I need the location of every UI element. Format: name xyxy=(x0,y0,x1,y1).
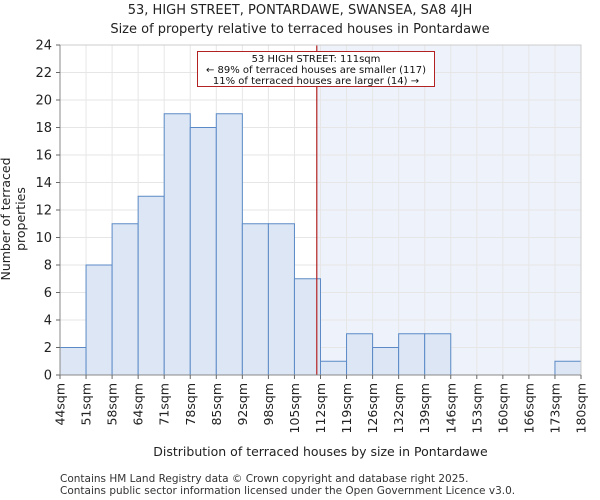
bar-44sqm xyxy=(59,347,87,376)
bar-64sqm xyxy=(137,195,165,376)
x-tick-label: 85sqm xyxy=(209,383,224,426)
annotation-line-2: ← 89% of terraced houses are smaller (11… xyxy=(205,65,427,76)
x-axis-label: Distribution of terraced houses by size … xyxy=(153,444,488,459)
chart-title: 53, HIGH STREET, PONTARDAWE, SWANSEA, SA… xyxy=(127,3,473,18)
x-tick-label: 146sqm xyxy=(443,383,458,433)
x-tick-label: 166sqm xyxy=(521,383,536,433)
bar-78sqm xyxy=(189,127,217,376)
bar-112sqm xyxy=(320,360,348,376)
y-tick-label: 18 xyxy=(35,121,52,136)
x-tick-label: 64sqm xyxy=(131,383,146,426)
y-tick-label: 14 xyxy=(35,176,52,191)
bar-85sqm xyxy=(215,113,243,376)
x-tick-label: 51sqm xyxy=(79,383,94,426)
y-tick-label: 24 xyxy=(35,39,52,54)
y-tick-label: 12 xyxy=(35,204,52,219)
annotation-line-3: 11% of terraced houses are larger (14) → xyxy=(212,76,420,87)
y-tick-label: 0 xyxy=(44,369,52,384)
annotation-line-1: 53 HIGH STREET: 111sqm xyxy=(251,54,381,65)
y-tick-label: 22 xyxy=(35,66,52,81)
x-tick-label: 58sqm xyxy=(105,383,120,426)
bar-51sqm xyxy=(85,264,113,376)
bar-139sqm xyxy=(424,333,452,376)
property-annotation: 53 HIGH STREET: 111sqm ← 89% of terraced… xyxy=(197,51,435,87)
bar-132sqm xyxy=(398,333,426,376)
y-axis-label: Number of terraced properties xyxy=(0,157,28,281)
x-tick-label: 126sqm xyxy=(365,383,380,433)
y-tick-label: 4 xyxy=(44,314,52,329)
x-tick-label: 173sqm xyxy=(547,383,562,433)
bar-71sqm xyxy=(163,113,191,376)
chart-subtitle: Size of property relative to terraced ho… xyxy=(110,22,490,37)
bar-92sqm xyxy=(241,223,269,376)
x-tick-label: 44sqm xyxy=(53,383,68,426)
footer-copyright: Contains HM Land Registry data © Crown c… xyxy=(60,473,469,485)
bar-98sqm xyxy=(267,223,295,376)
x-tick-label: 139sqm xyxy=(417,383,432,433)
x-tick-label: 180sqm xyxy=(574,383,589,433)
bar-173sqm xyxy=(554,360,582,376)
y-tick-label: 20 xyxy=(35,94,52,109)
bar-126sqm xyxy=(372,347,400,376)
footer-licence: Contains public sector information licen… xyxy=(60,485,516,497)
x-tick-label: 78sqm xyxy=(183,383,198,426)
x-tick-label: 132sqm xyxy=(391,383,406,433)
x-tick-label: 112sqm xyxy=(313,383,328,433)
bar-58sqm xyxy=(111,223,139,376)
y-tick-label: 6 xyxy=(44,286,52,301)
x-tick-label: 153sqm xyxy=(469,383,484,433)
x-tick-label: 105sqm xyxy=(287,383,302,433)
y-tick-label: 2 xyxy=(44,341,52,356)
y-tick-label: 8 xyxy=(44,259,52,274)
x-tick-label: 119sqm xyxy=(339,383,354,433)
bar-119sqm xyxy=(346,333,374,376)
y-tick-label: 10 xyxy=(35,231,52,246)
x-tick-label: 92sqm xyxy=(235,383,250,426)
x-tick-label: 71sqm xyxy=(157,383,172,426)
x-tick-label: 160sqm xyxy=(495,383,510,433)
x-tick-label: 98sqm xyxy=(261,383,276,426)
y-tick-label: 16 xyxy=(35,149,52,164)
